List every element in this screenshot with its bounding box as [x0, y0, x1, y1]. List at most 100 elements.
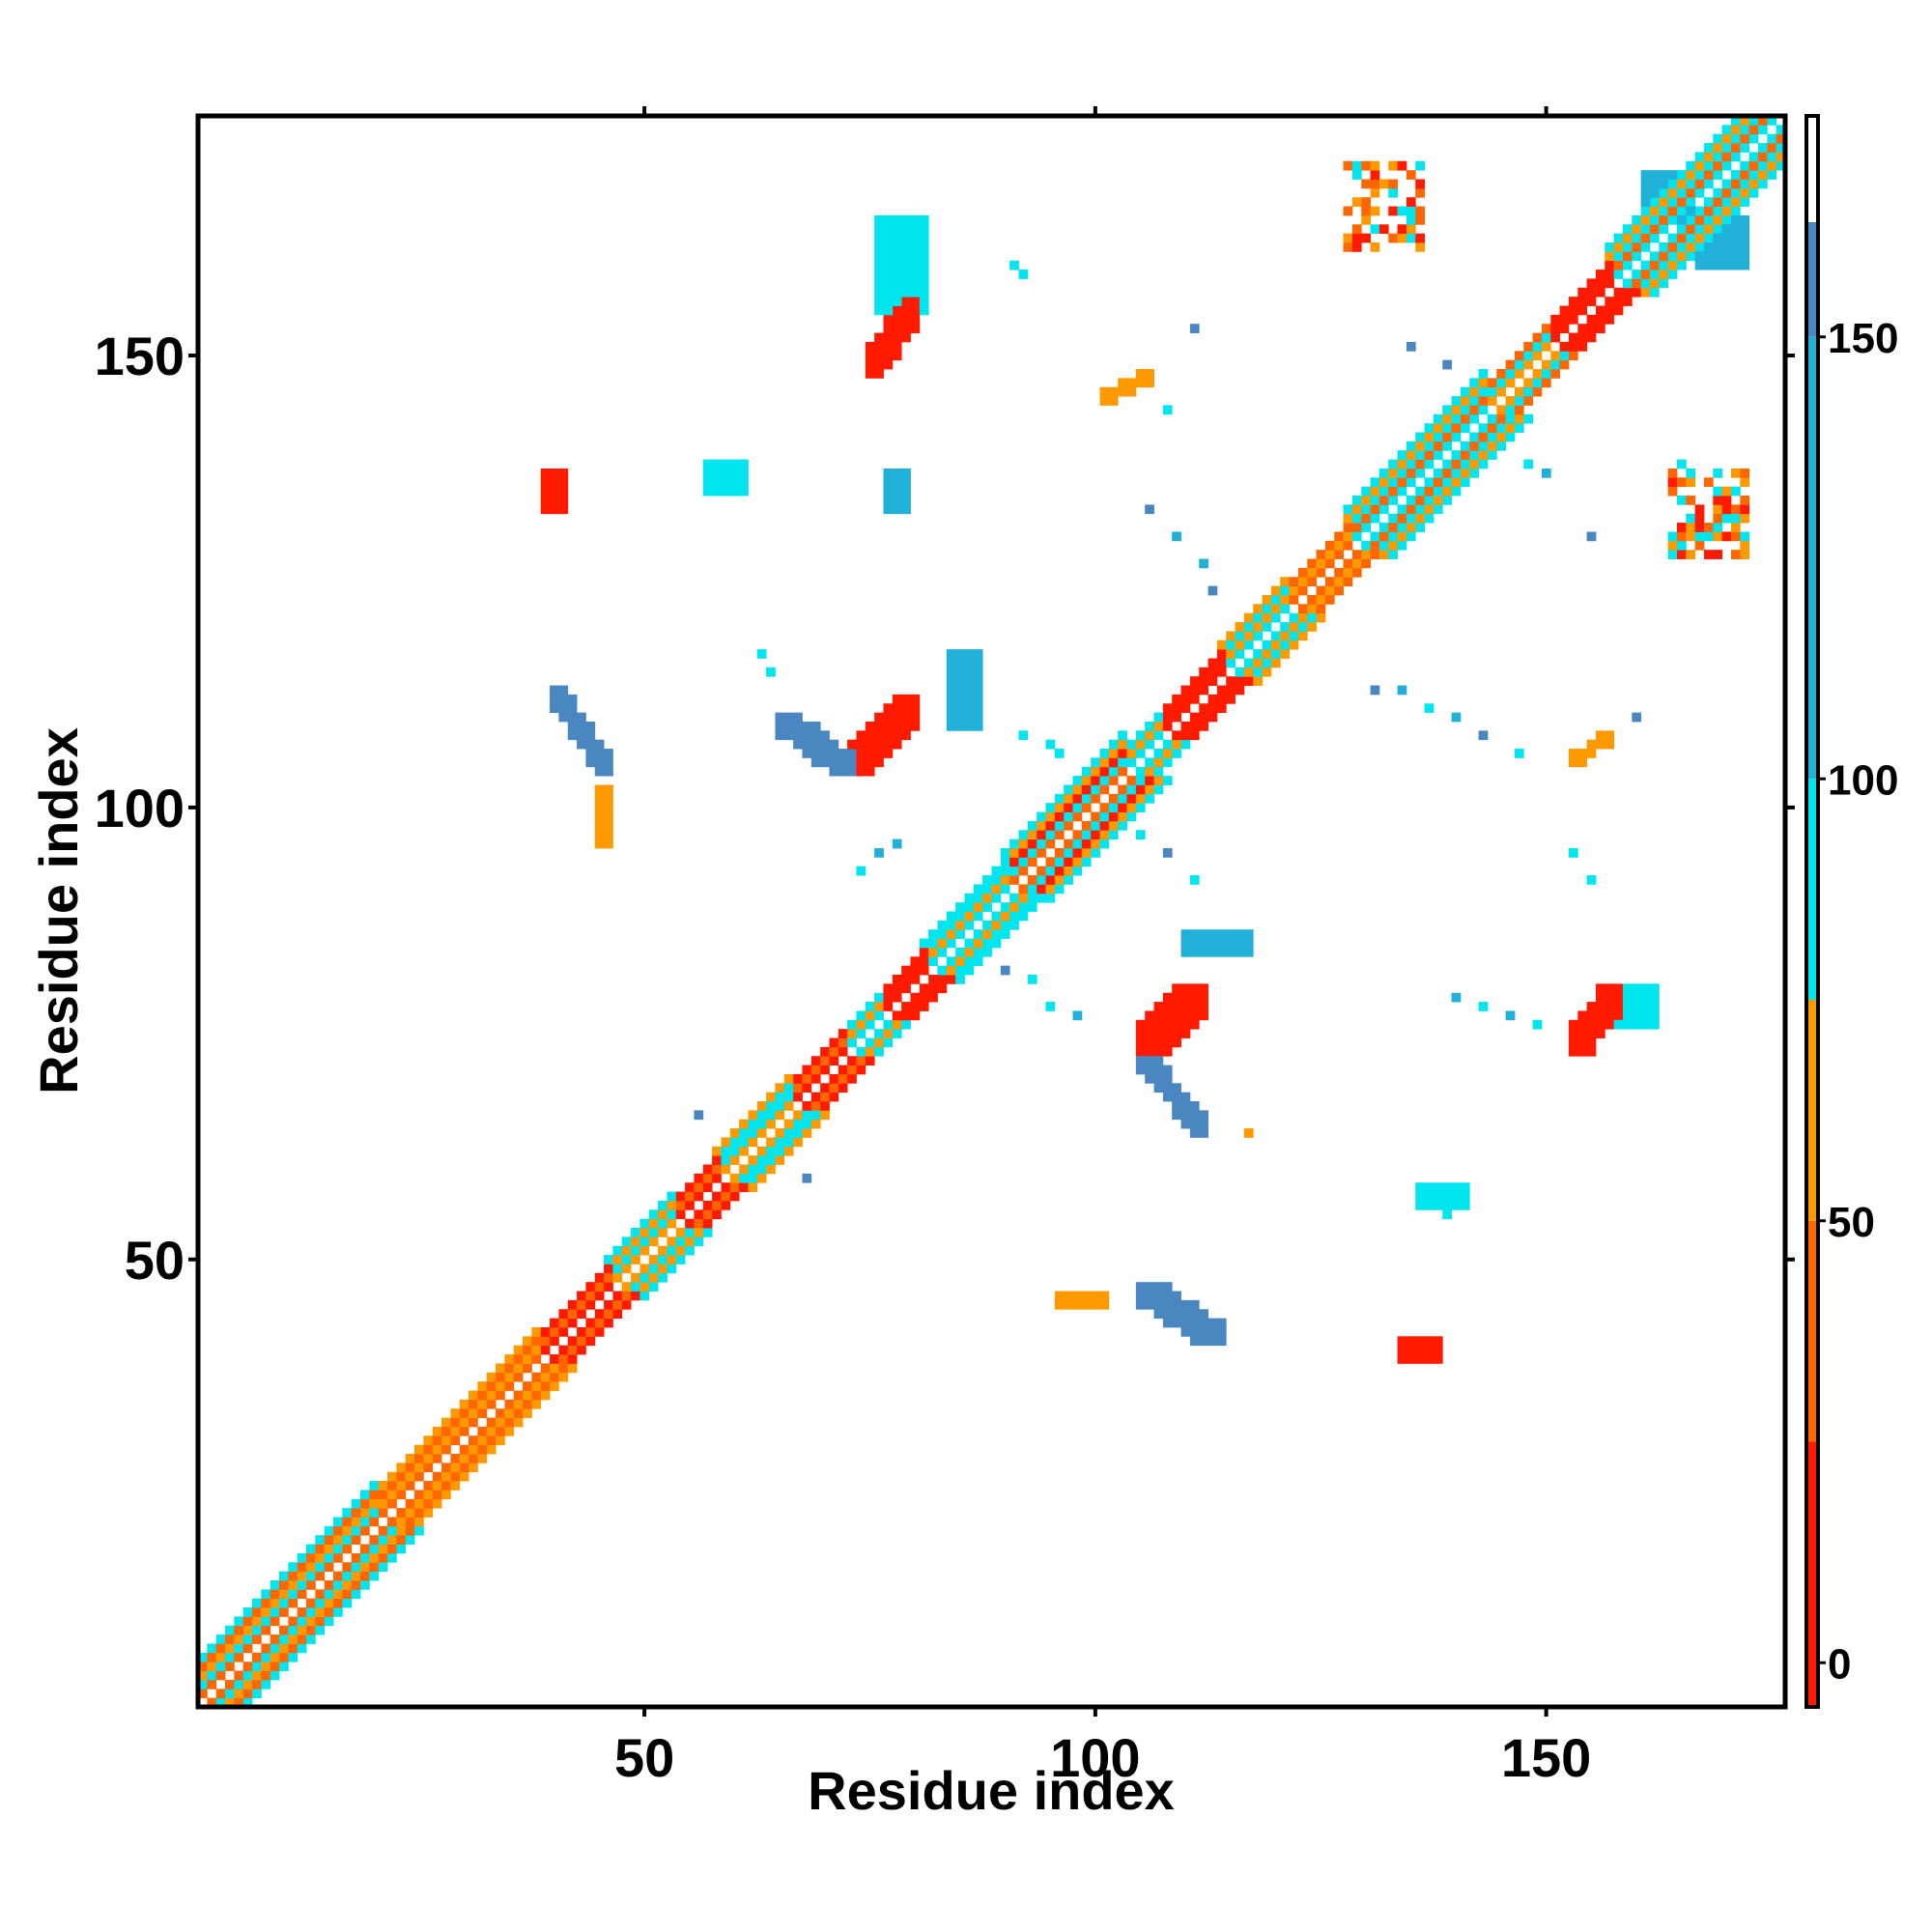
- heatmap-cell: [504, 1363, 515, 1374]
- heatmap-cell: [1145, 784, 1154, 795]
- heatmap-cell: [901, 496, 911, 505]
- heatmap-cell: [964, 920, 975, 930]
- heatmap-cell: [225, 1634, 235, 1644]
- colorbar-tick-label: 100: [1828, 756, 1898, 804]
- heatmap-cell: [729, 1191, 740, 1202]
- heatmap-cell: [1740, 550, 1750, 559]
- heatmap-cell: [1505, 432, 1516, 442]
- heatmap-cell: [1180, 1110, 1191, 1121]
- heatmap-cell: [504, 1417, 515, 1428]
- heatmap-cell: [1135, 803, 1146, 812]
- heatmap-cell: [1433, 1200, 1443, 1210]
- heatmap-cell: [1172, 1299, 1181, 1310]
- heatmap-cell: [631, 1236, 640, 1247]
- heatmap-cell: [1108, 749, 1119, 758]
- heatmap-cell: [1153, 1309, 1164, 1320]
- heatmap-cell: [865, 739, 875, 750]
- heatmap-cell: [1180, 1010, 1191, 1021]
- heatmap-cell: [1415, 496, 1425, 505]
- heatmap-cell: [892, 694, 902, 704]
- heatmap-cell: [991, 893, 1002, 903]
- heatmap-cell: [1451, 1200, 1462, 1210]
- heatmap-cell: [928, 929, 938, 939]
- heatmap-cell: [883, 251, 894, 262]
- heatmap-cell: [1415, 1354, 1425, 1364]
- heatmap-cell: [1613, 270, 1624, 279]
- heatmap-cell: [225, 1689, 235, 1699]
- heatmap-cell: [783, 1146, 794, 1156]
- heatmap-cell: [351, 1498, 361, 1509]
- heatmap-cell: [1559, 324, 1570, 333]
- heatmap-cell: [360, 1508, 370, 1518]
- heatmap-cell: [955, 920, 965, 930]
- heatmap-cell: [1343, 558, 1353, 569]
- heatmap-cell: [469, 1463, 478, 1473]
- heatmap-cell: [1541, 332, 1551, 343]
- heatmap-cell: [1613, 992, 1624, 1003]
- heatmap-cell: [910, 314, 921, 325]
- heatmap-cell: [1451, 396, 1462, 406]
- heatmap-cell: [1054, 811, 1065, 822]
- heatmap-cell: [1740, 125, 1750, 135]
- heatmap-cell: [1757, 143, 1768, 153]
- heatmap-cell: [712, 1191, 722, 1202]
- heatmap-cell: [1253, 612, 1263, 623]
- heatmap-cell: [955, 929, 965, 939]
- heatmap-cell: [1496, 369, 1507, 379]
- heatmap-cell: [333, 1517, 343, 1527]
- heatmap-cell: [721, 1182, 731, 1192]
- heatmap-cell: [513, 1363, 524, 1374]
- heatmap-cell: [883, 739, 894, 750]
- heatmap-cell: [1180, 1119, 1191, 1129]
- heatmap-cell: [702, 1182, 713, 1192]
- heatmap-cell: [1487, 450, 1497, 460]
- heatmap-cell: [1135, 739, 1146, 750]
- heatmap-cell: [639, 1264, 650, 1274]
- heatmap-cell: [1351, 513, 1362, 524]
- heatmap-cell: [802, 730, 812, 741]
- heatmap-cell: [1559, 305, 1570, 316]
- heatmap-cell: [1388, 206, 1398, 216]
- heatmap-cell: [1523, 359, 1534, 370]
- heatmap-cell: [865, 1037, 875, 1048]
- heatmap-cell: [937, 975, 948, 984]
- heatmap-cell: [585, 721, 596, 731]
- heatmap-cell: [1649, 206, 1660, 216]
- heatmap-cell: [1424, 486, 1435, 497]
- heatmap-cell: [1180, 1002, 1191, 1011]
- heatmap-cell: [901, 214, 911, 225]
- heatmap-cell: [1622, 278, 1633, 289]
- heatmap-cell: [1757, 170, 1768, 180]
- heatmap-cell: [658, 1228, 668, 1237]
- heatmap-cell: [1388, 468, 1398, 478]
- heatmap-cell: [1632, 983, 1642, 994]
- heatmap-cell: [964, 658, 975, 668]
- heatmap-cell: [342, 1508, 353, 1518]
- heatmap-cell: [540, 477, 551, 488]
- heatmap-cell: [1081, 803, 1092, 812]
- heatmap-cell: [1027, 830, 1037, 840]
- heatmap-cell: [540, 1363, 551, 1374]
- heatmap-cell: [1532, 351, 1543, 361]
- heatmap-cell: [531, 1354, 542, 1364]
- heatmap-cell: [1045, 838, 1056, 849]
- heatmap-cell: [432, 1444, 442, 1455]
- heatmap-cell: [1433, 1354, 1443, 1364]
- heatmap-cell: [901, 477, 911, 488]
- heatmap-cell: [865, 1056, 875, 1065]
- heatmap-cell: [1748, 160, 1759, 171]
- heatmap-cell: [1172, 712, 1181, 723]
- heatmap-cell: [333, 1598, 343, 1608]
- heatmap-cell: [594, 1309, 605, 1320]
- heatmap-cell: [1270, 631, 1281, 641]
- heatmap-cell: [1172, 1092, 1181, 1102]
- heatmap-cell: [739, 468, 749, 478]
- heatmap-cell: [469, 1435, 478, 1446]
- heatmap-cell: [1009, 875, 1019, 885]
- heatmap-cell: [1713, 143, 1723, 153]
- heatmap-cell: [1605, 1019, 1615, 1030]
- heatmap-cell: [1064, 793, 1073, 804]
- heatmap-cell: [1126, 757, 1137, 768]
- heatmap-cell: [766, 1164, 776, 1175]
- heatmap-cell: [1262, 639, 1272, 650]
